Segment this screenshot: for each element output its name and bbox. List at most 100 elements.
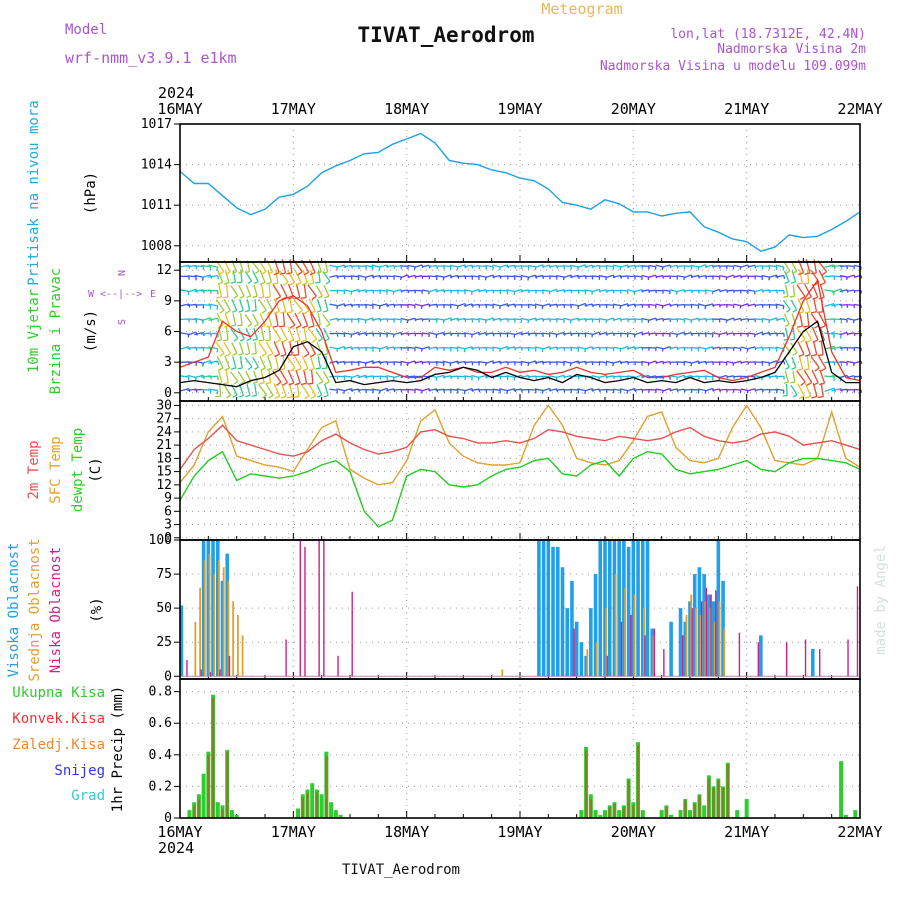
wind-barb [471,346,480,350]
wind-barb-head [253,280,259,285]
wind-barb [414,317,423,321]
wind-barb-head [226,394,232,399]
wind-barb [570,303,579,307]
wind-barb [187,275,197,278]
cloud-bar [738,632,741,677]
wind-barb [626,388,636,392]
wind-barb [719,318,727,321]
wind-barb-head [315,367,321,370]
wind-barb [605,360,614,364]
x-tick-label-top: 19MAY [497,100,542,118]
wind-barb [690,274,699,278]
wind-barb [626,332,636,335]
wind-barb [740,388,749,392]
cloud-bar [810,649,815,677]
wind-barb [343,332,352,335]
y-tick-label: 6 [164,504,172,519]
wind-barb [357,274,367,278]
wind-barb-head [246,381,252,385]
wind-barb [563,360,572,364]
wind-barb [534,346,544,350]
wind-barb [626,264,636,268]
wind-barb [513,388,522,391]
wind-barb [371,317,381,321]
wind-barb [605,289,614,292]
wind-barb [492,317,501,321]
wind-barb [208,346,218,350]
wind-barb [754,275,763,278]
wind-barb-head [253,323,259,328]
wind-barb [726,265,734,268]
wind-barb [733,346,741,349]
wind-barb [662,346,671,350]
wind-barb [378,289,388,292]
wind-barb [733,360,741,364]
wind-barb [669,346,678,350]
wind-barb [302,312,309,327]
wind-barb [393,388,402,391]
wind-barb [322,370,330,383]
wind-barb [811,326,819,341]
wind-barb-head [288,382,295,386]
wind-barb [414,275,423,278]
wind-barb [662,361,671,364]
cloud-bar [699,614,702,677]
wind-barb [350,303,359,306]
wind-barb [471,288,480,293]
wind-barb [180,303,190,307]
cloud-bar [299,540,301,677]
wind-barb [201,264,211,268]
wind-barb [286,313,296,326]
wind-unit-label: (m/s) [83,310,99,352]
wind-barb-head [225,310,231,314]
wind-barb [258,384,268,396]
wind-barb [478,331,487,336]
precip-conv-bar [613,803,616,818]
wind-barb [407,317,416,321]
precip-conv-bar [325,756,328,818]
cloud-bar [702,574,706,677]
cloud-bar [218,560,220,677]
wind-barb [407,264,416,268]
cloud-bar [546,540,551,677]
wind-barb [577,317,586,321]
wind-barb [633,275,643,278]
wind-barb [201,375,211,378]
wind-barb-head [584,348,587,353]
wind-barb-head [852,319,855,324]
wind-barb [315,285,323,297]
wind-barb [527,274,536,278]
wind-barb [294,312,302,326]
wind-barb [215,342,225,354]
wind-barb [556,318,565,321]
wind-barb-head [286,311,293,314]
wind-barb-head [792,394,798,398]
wind-barb [258,299,267,311]
wind-barb-head [230,281,236,284]
wind-barb [818,312,827,326]
wind-barb [768,289,777,292]
wind-barb [231,342,238,354]
wind-barb [201,346,211,349]
wind-barb [798,312,804,327]
wind-barb [619,289,628,292]
wind-barb [407,388,416,391]
cloud-axis-label-mid: Srednja Oblacnost [27,538,43,681]
cloud-bar [678,608,683,677]
y-tick-label: 0.6 [149,716,172,731]
wind-barb [605,274,614,279]
wind-barb-head [790,281,796,284]
wind-barb-head [258,339,265,342]
wind-barb [329,274,338,278]
wind-barb [527,289,536,292]
wind-barb-head [315,281,321,284]
wind-barb [719,274,727,278]
wind-barb [633,318,643,321]
wind-barb [208,264,218,268]
wind-barb [485,360,494,365]
wind-barb [201,274,211,279]
wind-barb [449,360,459,364]
wind-barb-head [783,318,786,322]
precip-conv-bar [211,697,215,818]
wind-barb [648,346,657,349]
